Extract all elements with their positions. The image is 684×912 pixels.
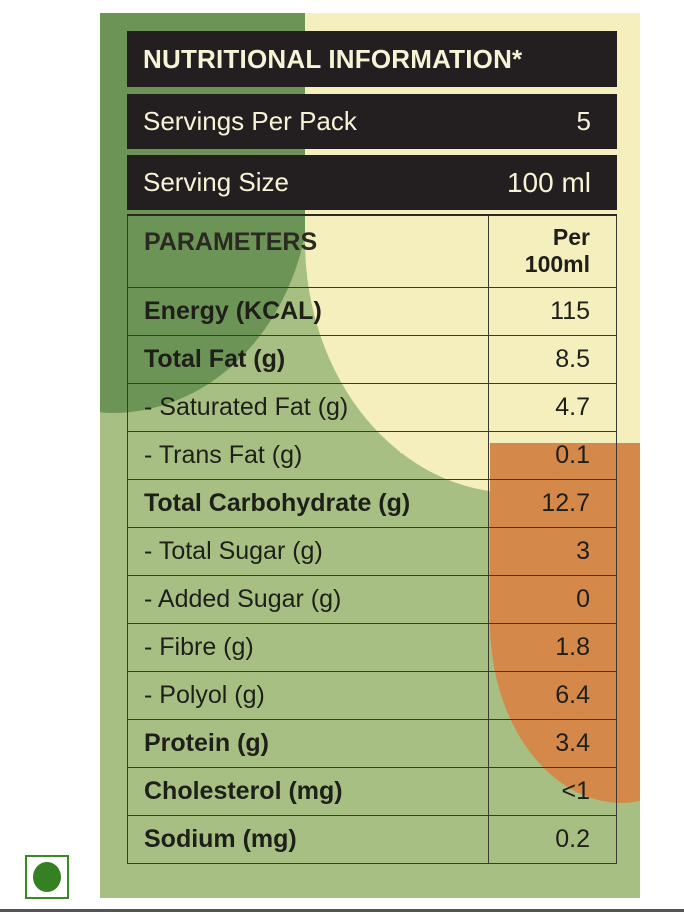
table-row: - Added Sugar (g) 0 bbox=[127, 574, 617, 624]
veg-mark-icon bbox=[25, 855, 69, 899]
param-name: - Total Sugar (g) bbox=[127, 526, 489, 576]
param-value: 115 bbox=[488, 286, 617, 336]
param-value: 12.7 bbox=[488, 478, 617, 528]
param-value: 3 bbox=[488, 526, 617, 576]
param-name: Energy (KCAL) bbox=[127, 286, 489, 336]
param-name: Protein (g) bbox=[127, 718, 489, 768]
table-row: - Polyol (g) 6.4 bbox=[127, 670, 617, 720]
veg-dot-icon bbox=[33, 862, 61, 892]
nutrition-title-band: NUTRITIONAL INFORMATION* bbox=[127, 31, 617, 87]
param-name: Total Fat (g) bbox=[127, 334, 489, 384]
param-value: 4.7 bbox=[488, 382, 617, 432]
table-row: Protein (g) 3.4 bbox=[127, 718, 617, 768]
param-name: Sodium (mg) bbox=[127, 814, 489, 864]
per-header-line1: Per bbox=[552, 224, 590, 250]
table-row: Total Fat (g) 8.5 bbox=[127, 334, 617, 384]
param-value: 1.8 bbox=[488, 622, 617, 672]
nutrition-table: PARAMETERS Per 100ml Energy (KCAL) 115 To… bbox=[127, 214, 617, 864]
param-value: 0 bbox=[488, 574, 617, 624]
param-value: 8.5 bbox=[488, 334, 617, 384]
servings-per-pack-label: Servings Per Pack bbox=[143, 106, 357, 136]
nutrition-facts-box: NUTRITIONAL INFORMATION* Servings Per Pa… bbox=[127, 31, 617, 864]
param-name: - Added Sugar (g) bbox=[127, 574, 489, 624]
nutrition-title: NUTRITIONAL INFORMATION* bbox=[143, 43, 523, 74]
serving-size-value: 100 ml bbox=[506, 166, 591, 198]
param-value: 6.4 bbox=[488, 670, 617, 720]
table-row: Sodium (mg) 0.2 bbox=[127, 814, 617, 864]
param-name: Total Carbohydrate (g) bbox=[127, 478, 489, 528]
param-value: 3.4 bbox=[488, 718, 617, 768]
bottom-divider bbox=[0, 909, 684, 912]
nutrition-label-image: NUTRITIONAL INFORMATION* Servings Per Pa… bbox=[100, 13, 640, 898]
param-name: - Trans Fat (g) bbox=[127, 430, 489, 480]
param-name: - Polyol (g) bbox=[127, 670, 489, 720]
param-name: Cholesterol (mg) bbox=[127, 766, 489, 816]
parameters-header: PARAMETERS bbox=[127, 214, 489, 288]
param-value: 0.1 bbox=[488, 430, 617, 480]
serving-size-row: Serving Size 100 ml bbox=[127, 155, 617, 210]
servings-per-pack-row: Servings Per Pack 5 bbox=[127, 94, 617, 149]
table-row: Energy (KCAL) 115 bbox=[127, 286, 617, 336]
param-value: <1 bbox=[488, 766, 617, 816]
param-name: - Fibre (g) bbox=[127, 622, 489, 672]
param-value: 0.2 bbox=[488, 814, 617, 864]
serving-size-label: Serving Size bbox=[143, 167, 289, 197]
per-100ml-header: Per 100ml bbox=[488, 214, 617, 288]
servings-per-pack-value: 5 bbox=[576, 106, 591, 136]
table-header-row: PARAMETERS Per 100ml bbox=[127, 214, 617, 288]
table-row: - Saturated Fat (g) 4.7 bbox=[127, 382, 617, 432]
table-row: - Fibre (g) 1.8 bbox=[127, 622, 617, 672]
table-row: Cholesterol (mg) <1 bbox=[127, 766, 617, 816]
table-row: - Total Sugar (g) 3 bbox=[127, 526, 617, 576]
table-row: - Trans Fat (g) 0.1 bbox=[127, 430, 617, 480]
per-header-line2: 100ml bbox=[524, 251, 590, 277]
param-name: - Saturated Fat (g) bbox=[127, 382, 489, 432]
table-row: Total Carbohydrate (g) 12.7 bbox=[127, 478, 617, 528]
